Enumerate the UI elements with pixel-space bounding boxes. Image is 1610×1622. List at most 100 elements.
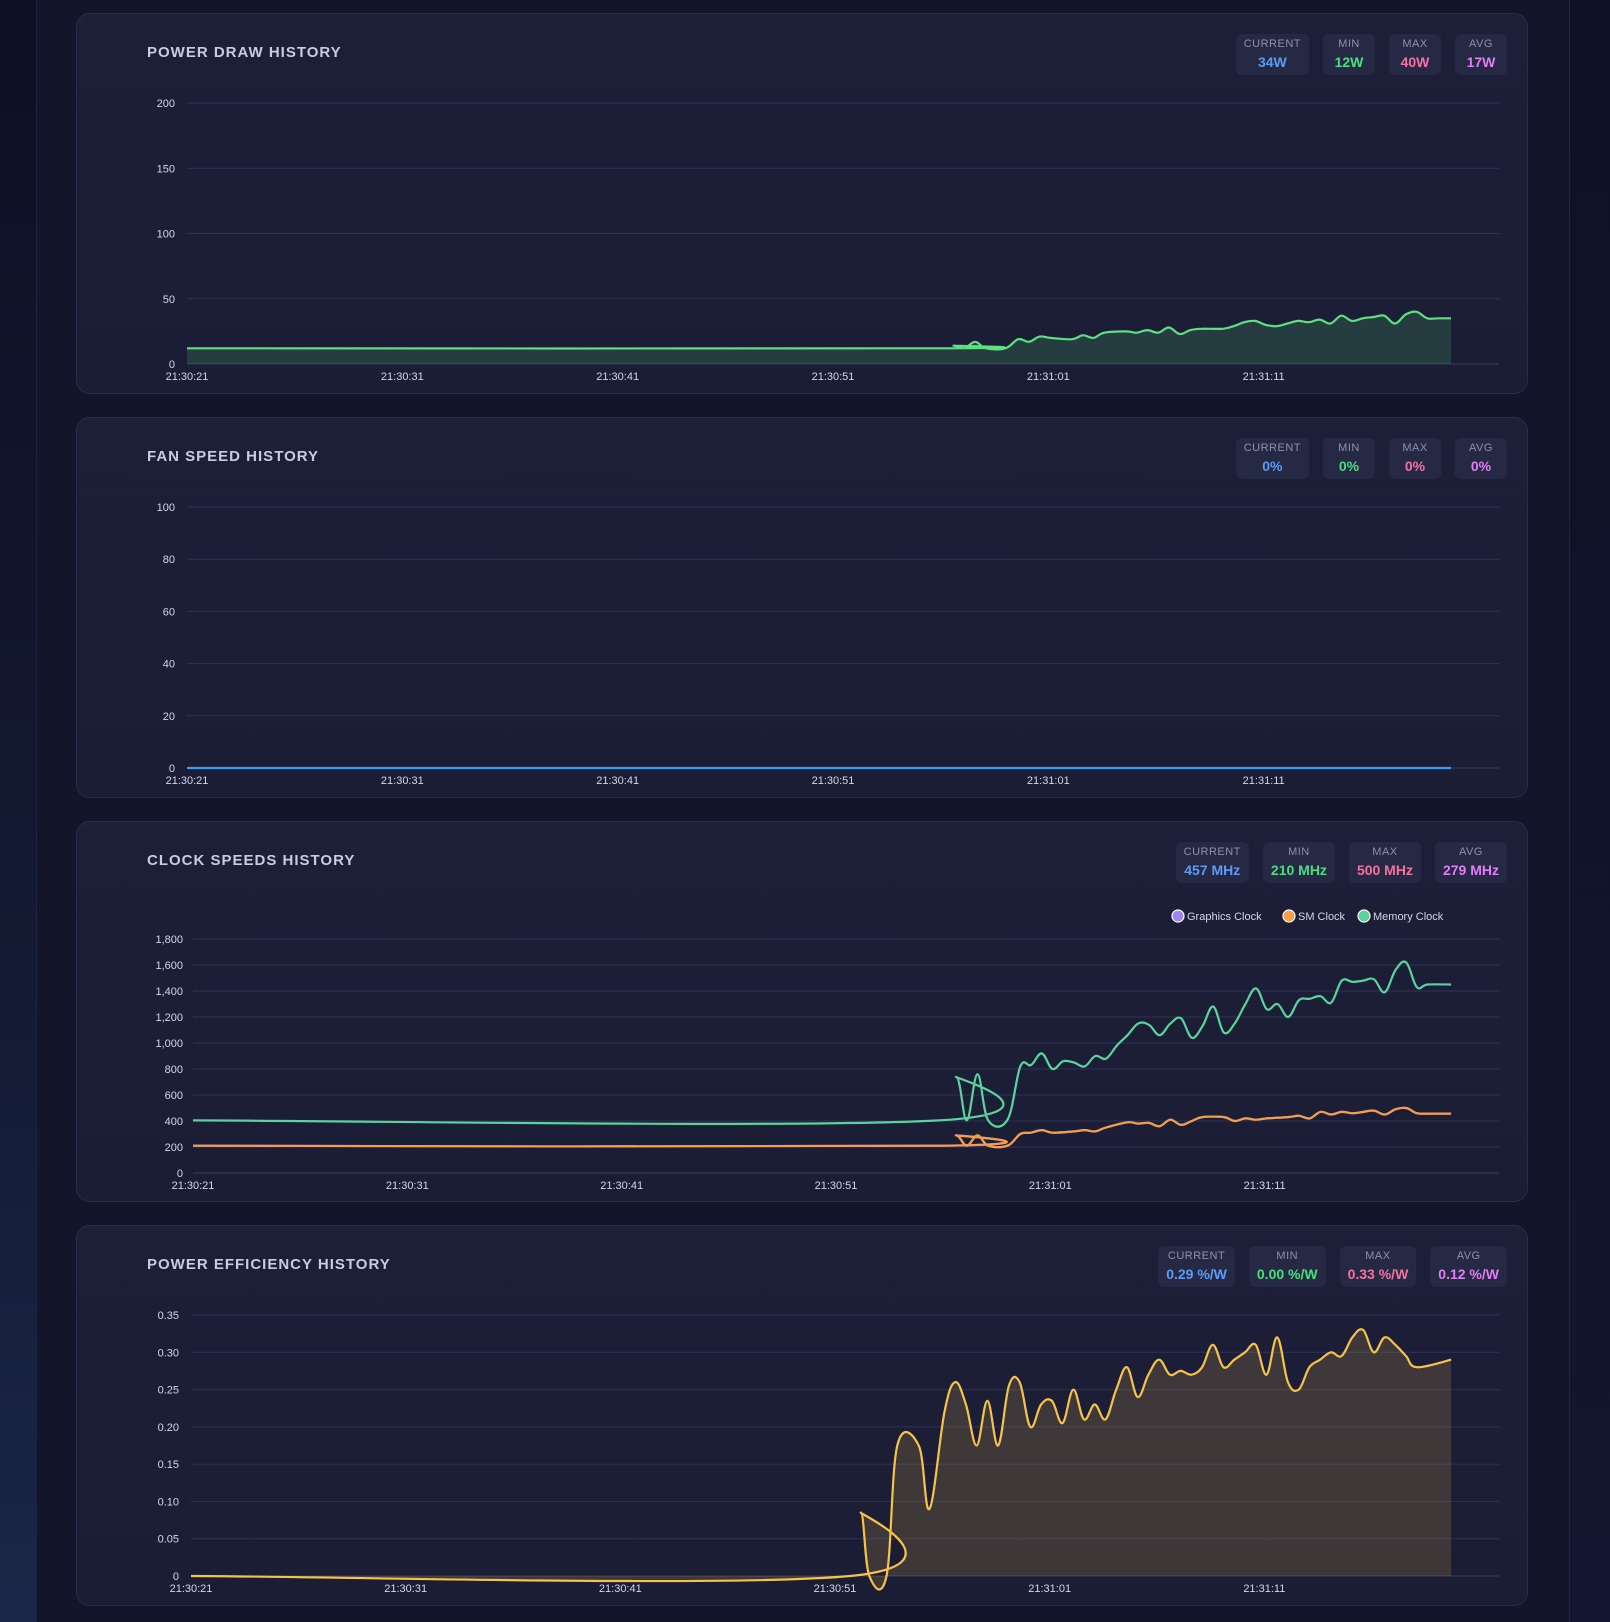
- stat-value: 12W: [1334, 54, 1364, 70]
- series-line: [192, 960, 1452, 1128]
- y-tick-label: 0: [169, 359, 175, 371]
- stat-label: AVG: [1459, 846, 1483, 858]
- stat-value: 0.29 %/W: [1166, 1266, 1227, 1282]
- x-tick-label: 21:31:01: [1029, 1180, 1072, 1192]
- series-line: [192, 1106, 1452, 1149]
- y-tick-label: 1,400: [155, 986, 183, 998]
- stat-avg: AVG 279 MHz: [1434, 842, 1507, 883]
- stat-label: CURRENT: [1243, 442, 1301, 454]
- y-tick-label: 0.10: [158, 1496, 179, 1508]
- y-tick-label: 1,000: [155, 1038, 183, 1050]
- stat-min: MIN 12W: [1323, 34, 1375, 75]
- x-tick-label: 21:30:41: [596, 775, 639, 787]
- stat-label: CURRENT: [1243, 38, 1301, 50]
- x-tick-label: 21:30:51: [814, 1583, 857, 1595]
- x-tick-label: 21:30:31: [386, 1180, 429, 1192]
- x-tick-label: 21:30:21: [170, 1583, 213, 1595]
- legend-swatch: [1171, 909, 1185, 923]
- stat-label: MAX: [1402, 442, 1428, 454]
- stat-value: 279 MHz: [1442, 862, 1499, 878]
- power-efficiency-stats: CURRENT 0.29 %/W MIN 0.00 %/W MAX 0.33 %/W …: [1158, 1246, 1507, 1287]
- legend-swatch: [1357, 909, 1371, 923]
- stat-label: CURRENT: [1183, 846, 1241, 858]
- y-tick-label: 50: [163, 294, 175, 306]
- stat-min: MIN 0.00 %/W: [1248, 1246, 1326, 1287]
- stat-label: MIN: [1338, 38, 1360, 50]
- y-tick-label: 200: [157, 98, 175, 110]
- x-tick-label: 21:31:11: [1243, 371, 1285, 383]
- y-tick-label: 1,600: [155, 960, 183, 972]
- stat-label: AVG: [1469, 442, 1493, 454]
- stat-current: CURRENT 0%: [1235, 438, 1309, 479]
- x-tick-label: 21:30:51: [815, 1180, 858, 1192]
- fan-speed-chart: 0 20 40 60 80 100 21:30:21 21:30:31 21:30:41 21:3…: [157, 502, 1499, 787]
- power-draw-chart: 0 50 100 150 200 21:30:21 21:30:31 21:30:41 21:3…: [157, 98, 1499, 383]
- legend-label: SM Clock: [1298, 911, 1346, 923]
- y-tick-label: 100: [157, 502, 175, 514]
- stat-label: MAX: [1365, 1250, 1391, 1262]
- x-tick-label: 21:31:01: [1028, 1583, 1071, 1595]
- stat-value: 0.33 %/W: [1347, 1266, 1409, 1282]
- stat-current: CURRENT 34W: [1235, 34, 1309, 75]
- x-tick-label: 21:31:01: [1027, 775, 1070, 787]
- power-efficiency-panel: POWER EFFICIENCY HISTORY CURRENT 0.29 %/W…: [76, 1225, 1528, 1606]
- y-tick-label: 0.35: [158, 1310, 179, 1322]
- stat-label: AVG: [1456, 1250, 1481, 1262]
- x-tick-label: 21:30:51: [812, 371, 855, 383]
- y-tick-label: 1,200: [155, 1012, 183, 1024]
- power-draw-panel: POWER DRAW HISTORY CURRENT 34W MIN 12W MAX…: [76, 13, 1528, 394]
- stat-label: MAX: [1372, 846, 1398, 858]
- fan-speed-title: FAN SPEED HISTORY: [147, 448, 320, 465]
- stat-label: MIN: [1288, 846, 1310, 858]
- clock-speeds-chart: 0 200 400 600 800 1,000 1,200 1,400 1,600 1,800 21…: [155, 909, 1499, 1192]
- y-tick-label: 400: [165, 1116, 183, 1128]
- y-tick-label: 800: [165, 1064, 183, 1076]
- stat-value: 0.12 %/W: [1438, 1266, 1499, 1282]
- y-tick-label: 80: [163, 554, 175, 566]
- y-tick-label: 200: [165, 1142, 183, 1154]
- stat-current: CURRENT 457 MHz: [1175, 842, 1249, 883]
- main-content: POWER DRAW HISTORY CURRENT 34W MIN 12W MAX…: [37, 0, 1569, 1622]
- clock-speeds-title: CLOCK SPEEDS HISTORY: [147, 852, 356, 869]
- x-tick-label: 21:30:31: [381, 775, 424, 787]
- power-draw-title: POWER DRAW HISTORY: [147, 44, 342, 61]
- stat-avg: AVG 0%: [1455, 438, 1507, 479]
- y-tick-label: 100: [157, 229, 175, 241]
- y-tick-label: 0.25: [158, 1385, 179, 1397]
- stat-max: MAX 0.33 %/W: [1339, 1246, 1417, 1287]
- stat-max: MAX 500 MHz: [1348, 842, 1421, 883]
- clock-speeds-panel: CLOCK SPEEDS HISTORY CURRENT 457 MHz MIN 2…: [76, 821, 1528, 1202]
- y-tick-label: 0: [173, 1571, 179, 1583]
- y-tick-label: 0.30: [158, 1347, 179, 1359]
- y-tick-label: 0: [177, 1168, 183, 1180]
- y-tick-label: 1,800: [155, 934, 183, 946]
- legend-swatch: [1282, 909, 1296, 923]
- stat-max: MAX 0%: [1389, 438, 1441, 479]
- y-tick-label: 20: [163, 711, 175, 723]
- x-tick-label: 21:30:51: [812, 775, 855, 787]
- stat-label: AVG: [1469, 38, 1493, 50]
- stat-value: 210 MHz: [1270, 862, 1327, 878]
- x-tick-label: 21:30:41: [600, 1180, 643, 1192]
- right-sidebar-edge: [1569, 0, 1610, 1622]
- stat-value: 457 MHz: [1184, 862, 1241, 878]
- stat-label: CURRENT: [1167, 1250, 1226, 1262]
- fan-speed-panel: FAN SPEED HISTORY CURRENT 0% MIN 0% MAX 0% …: [76, 417, 1528, 798]
- y-tick-label: 0.15: [158, 1459, 179, 1471]
- stat-min: MIN 0%: [1323, 438, 1375, 479]
- x-tick-label: 21:31:01: [1027, 371, 1070, 383]
- series-area: [187, 311, 1452, 364]
- stat-value: 34W: [1257, 54, 1287, 70]
- stat-value: 0%: [1262, 458, 1283, 474]
- stat-label: MIN: [1338, 442, 1360, 454]
- y-tick-label: 150: [157, 163, 175, 175]
- x-tick-label: 21:30:21: [166, 371, 209, 383]
- stat-value: 40W: [1400, 54, 1430, 70]
- stat-value: 0%: [1470, 458, 1492, 474]
- series-area: [191, 1329, 1452, 1590]
- power-efficiency-chart: 0 0.05 0.10 0.15 0.20 0.25 0.30 0.35 21:30:21 21:…: [158, 1310, 1499, 1595]
- power-efficiency-title: POWER EFFICIENCY HISTORY: [147, 1256, 391, 1273]
- x-tick-label: 21:31:11: [1243, 1583, 1285, 1595]
- stat-value: 500 MHz: [1356, 862, 1413, 878]
- x-tick-label: 21:30:21: [166, 775, 209, 787]
